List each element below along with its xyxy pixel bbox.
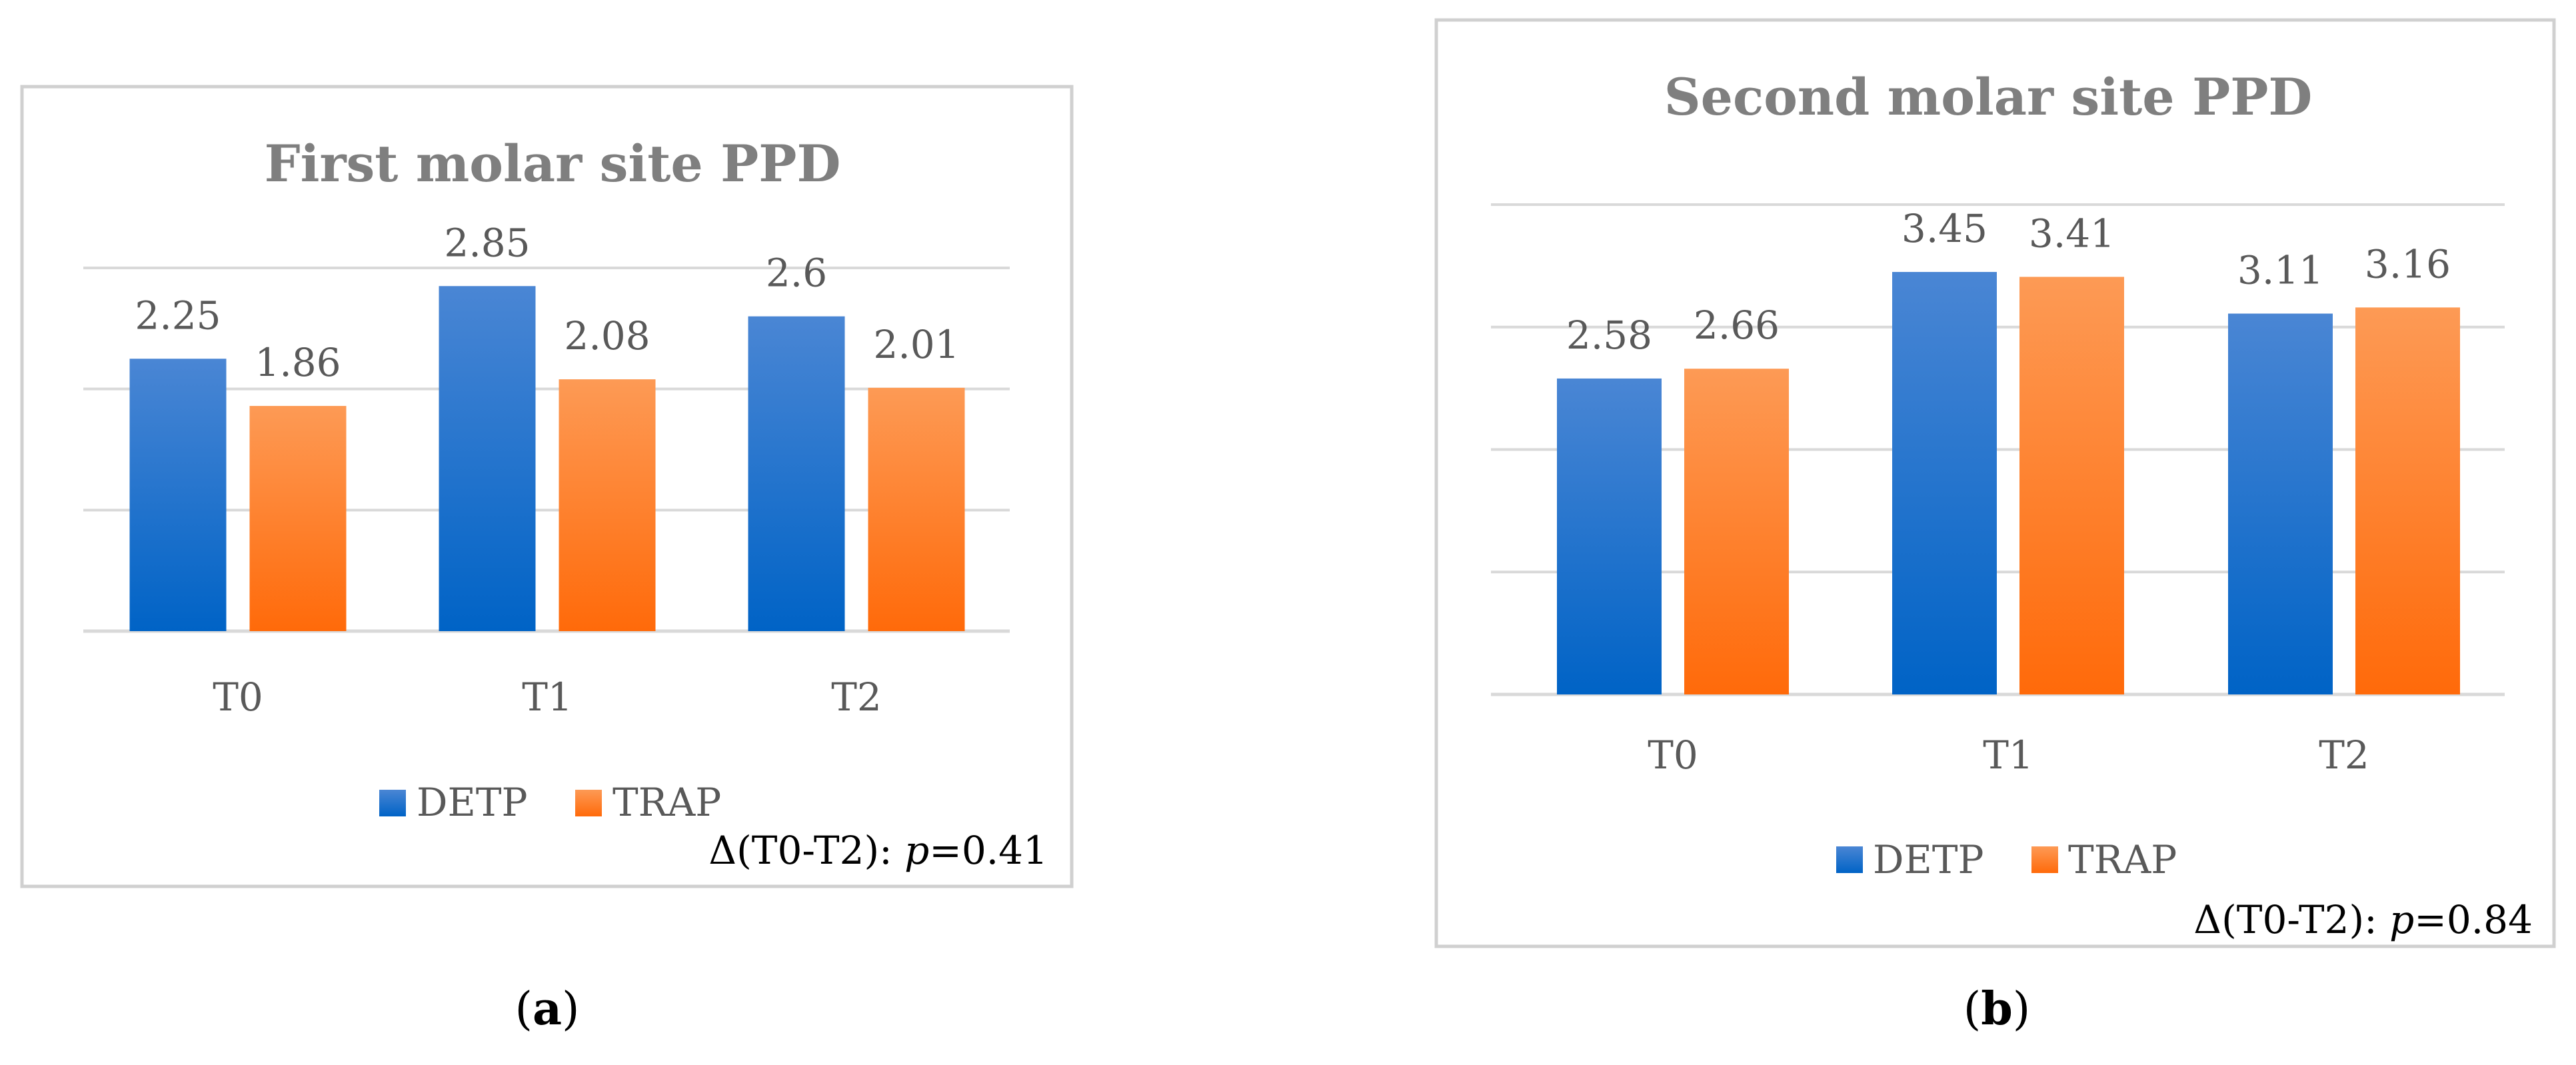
legend-swatch-trap	[2031, 846, 2058, 873]
data-label-detp-t0: 2.58	[1566, 313, 1652, 358]
bar-trap-t0	[1684, 369, 1789, 694]
x-tick-labels: T0 T1 T2	[1648, 732, 2369, 778]
chart-title: Second molar site PPD	[1664, 67, 2313, 127]
legend-label-trap: TRAP	[2068, 837, 2177, 882]
panel-caption-a: (a)	[515, 982, 579, 1036]
bars	[129, 286, 965, 631]
data-label-trap-t0: 2.66	[1694, 303, 1780, 348]
legend: DETP TRAP	[379, 780, 721, 825]
x-tick-label-t2: T2	[831, 674, 882, 720]
data-label-detp-t2: 2.6	[766, 251, 827, 296]
data-label-trap-t0: 1.86	[255, 340, 341, 385]
legend-label-detp: DETP	[417, 780, 528, 825]
bar-trap-t0	[249, 406, 347, 631]
panel-caption-b: (b)	[1963, 982, 2031, 1036]
x-tick-labels: T0 T1 T2	[213, 674, 882, 720]
data-labels: 2.58 2.66 3.45 3.41 3.11 3.16	[1566, 206, 2451, 358]
data-label-detp-t1: 3.45	[1902, 206, 1987, 251]
gridlines	[83, 267, 1010, 633]
p-value-annotation: Δ(T0-T2): p=0.84	[2193, 897, 2533, 942]
p-value-annotation: Δ(T0-T2): p=0.41	[708, 828, 1048, 873]
x-tick-label-t1: T1	[1983, 732, 2033, 778]
data-label-trap-t2: 3.16	[2365, 241, 2451, 287]
data-label-detp-t0: 2.25	[135, 293, 221, 338]
bar-detp-t2	[2228, 313, 2333, 695]
data-label-trap-t1: 2.08	[564, 313, 650, 359]
legend-swatch-trap	[575, 790, 602, 816]
chart-title: First molar site PPD	[265, 134, 841, 193]
bar-detp-t0	[1557, 378, 1662, 694]
bars	[1557, 272, 2460, 695]
data-label-detp-t1: 2.85	[444, 220, 530, 265]
legend-label-trap: TRAP	[613, 780, 721, 825]
bar-detp-t1	[439, 286, 536, 631]
legend-label-detp: DETP	[1873, 837, 1984, 882]
bar-detp-t1	[1892, 272, 1997, 694]
x-tick-label-t1: T1	[522, 674, 573, 720]
x-tick-label-t0: T0	[213, 674, 263, 720]
data-labels: 2.25 1.86 2.85 2.08 2.6 2.01	[135, 220, 959, 385]
bar-detp-t0	[129, 359, 227, 631]
chart-panel-b: Second molar site PPD 2.58 2.66 3.45 3.41 3.…	[1434, 18, 2556, 948]
legend-swatch-detp	[1836, 846, 1863, 873]
bar-trap-t2	[868, 387, 965, 631]
x-tick-label-t2: T2	[2319, 732, 2369, 778]
data-label-trap-t2: 2.01	[873, 322, 959, 367]
x-tick-label-t0: T0	[1648, 732, 1698, 778]
bar-trap-t1	[2019, 277, 2124, 695]
bar-trap-t1	[559, 379, 656, 631]
bar-detp-t2	[748, 316, 845, 631]
legend: DETP TRAP	[1836, 837, 2177, 882]
data-label-trap-t1: 3.41	[2029, 211, 2115, 256]
chart-panel-a: First molar site PPD 2.25 1.86 2.85 2.08 2.6…	[20, 85, 1074, 888]
legend-swatch-detp	[379, 790, 406, 816]
bar-trap-t2	[2355, 307, 2460, 695]
data-label-detp-t2: 3.11	[2237, 248, 2323, 293]
